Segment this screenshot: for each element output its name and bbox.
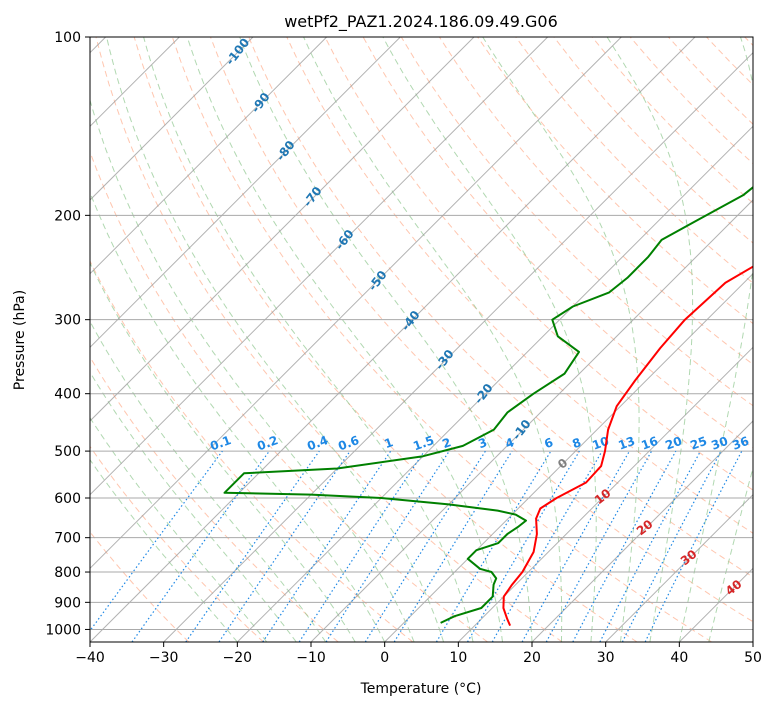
x-tick-label: 50 [744,650,762,666]
plot-frame [89,36,754,643]
mixing-ratio-label: 25 [688,434,708,453]
y-tick-label: 100 [54,30,81,46]
x-tick-label: 10 [449,650,467,666]
skewed-isotherm [90,37,696,642]
skewed-isotherm [90,37,622,570]
dry-adiabat-line [90,356,339,642]
dry-adiabat-line [248,37,753,578]
mixing-ratio-line [521,450,631,642]
mixing-ratio-line [131,450,270,642]
mixing-ratio-label: 0.4 [305,433,330,453]
y-tick-label: 600 [54,491,81,507]
moist-adiabat-line [90,371,297,642]
dry-adiabat-line [133,37,638,642]
dry-adiabat-line [90,445,264,642]
mixing-ratio-label: 1.5 [411,433,436,453]
mixing-ratio-label: 13 [616,434,636,453]
y-tick-label: 900 [54,595,81,611]
mixing-ratio-line [218,450,351,642]
moist-adiabat-line [186,37,503,642]
moist-adiabat-line [606,37,694,642]
moist-adiabat-line [90,320,327,642]
dry-adiabat-line [210,37,753,623]
chart-title: wetPf2_PAZ1.2024.186.09.49.G06 [284,12,558,32]
skewed-isotherm [457,346,753,642]
x-tick-label: −40 [75,650,105,666]
mixing-ratio-label: 30 [709,434,729,453]
mixing-ratio-line [298,450,425,642]
x-tick-label: −30 [149,650,179,666]
dry-adiabat-line [515,37,753,284]
y-tick-label: 1000 [45,622,81,638]
x-axis-label: Temperature (°C) [360,681,482,697]
profile-line-1 [502,265,753,626]
x-tick-label: 20 [523,650,541,666]
moist-adiabat-line [106,37,445,642]
y-tick-label: 200 [54,208,81,224]
skewed-isotherm [605,493,753,642]
skewed-isotherm [90,37,475,422]
mixing-ratio-label: 0.2 [255,433,280,453]
x-tick-label: −10 [296,650,326,666]
skewed-isotherm [384,272,753,642]
mixing-ratio-line [393,450,513,642]
moist-adiabat-line [678,37,753,642]
thermo-background-lines [90,37,753,642]
mixing-ratio-line [90,450,223,632]
profile-line-2 [223,186,753,624]
skewed-isotherm [310,199,753,642]
moist-adiabat-line [90,191,386,642]
dry-adiabat-line [324,37,753,491]
skewed-isotherm [90,37,549,496]
mixing-ratio-line [644,450,743,642]
moist-adiabat-line [303,37,563,642]
dry-adiabat-line [171,37,712,642]
skewed-isotherm [163,51,753,642]
skewed-isotherm [236,125,753,642]
mixing-ratio-label: 0.1 [208,433,233,453]
moist-adiabat-line [143,37,474,642]
skewed-isotherm [90,37,401,349]
moist-adiabat-line [90,416,268,642]
moist-adiabat-line [382,37,597,642]
skewed-isotherm [531,420,753,642]
x-tick-label: −20 [223,650,253,666]
mixing-ratio-label: 36 [730,434,750,453]
mixing-ratio-label: 0.6 [336,433,361,453]
mixing-ratio-label: 20 [663,434,683,453]
skewed-isotherm [90,37,328,275]
moist-adiabat-line [90,261,356,642]
y-tick-label: 500 [54,444,81,460]
x-tick-label: 40 [670,650,688,666]
moist-adiabat-line [90,458,238,642]
y-axis: 1000 900 800 700 600 500 400 300 200 100 [45,30,90,638]
mixing-ratio-line [185,450,320,642]
dry-adiabat-line [90,259,414,642]
mixing-ratio-line [325,450,450,642]
mixing-ratio-line [262,450,392,642]
y-tick-label: 300 [54,313,81,329]
sounding-profiles [223,186,753,626]
moist-adiabat-line [708,466,753,642]
mixing-ratio-label: 16 [639,434,659,453]
y-axis-label: Pressure (hPa) [12,290,28,390]
moist-adiabat-line [239,37,533,642]
y-tick-label: 800 [54,565,81,581]
mixing-ratio-line [572,450,677,642]
dry-adiabat-line [286,37,753,534]
x-tick-label: 0 [380,650,389,666]
x-axis: −40 −30 −20 −10 0 10 20 30 40 50 [75,642,762,666]
skewed-isotherm [90,37,254,201]
y-tick-label: 400 [54,387,81,403]
y-tick-label: 700 [54,531,81,547]
mixing-ratio-line [545,450,653,642]
x-tick-label: 30 [597,650,615,666]
